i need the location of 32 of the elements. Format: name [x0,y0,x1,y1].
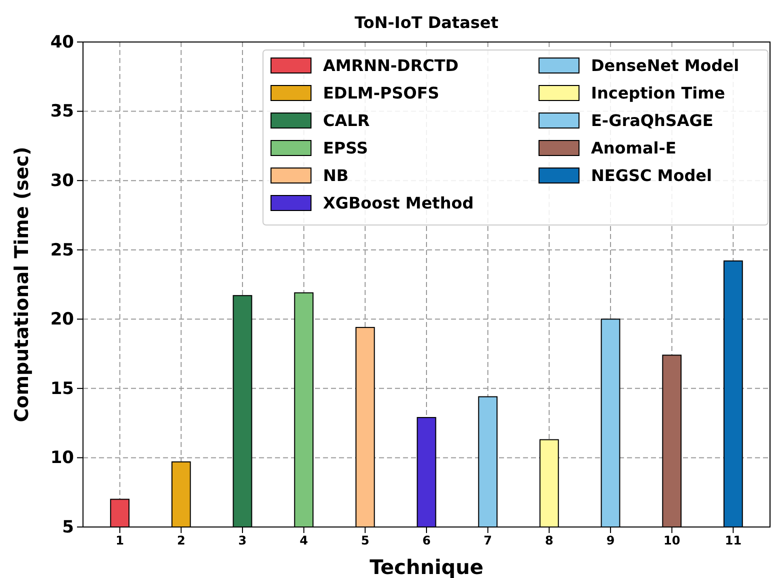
x-tick-label: 11 [724,534,742,548]
x-tick-label: 10 [664,534,680,548]
legend-label: NB [323,166,349,185]
y-tick-label: 15 [50,378,74,399]
legend-label: EDLM-PSOFS [323,84,440,102]
x-tick-label: 7 [484,534,492,548]
legend-label: E-GraQhSAGE [591,111,714,130]
legend-label: AMRNN-DRCTD [323,56,459,75]
legend-label: NEGSC Model [591,166,712,185]
x-tick-label: 1 [116,534,124,548]
x-tick-label: 9 [606,534,615,548]
y-tick-label: 35 [50,102,74,122]
x-tick-label: 5 [360,534,370,548]
legend-label: Inception Time [591,84,726,102]
y-tick-label: 20 [50,310,74,330]
y-tick-label: 40 [50,32,74,52]
x-tick-label: 4 [300,534,308,548]
y-axis-title: Computational Time (sec) [11,146,33,422]
y-tick-label: 25 [50,240,74,260]
legend-label: EPSS [323,138,368,158]
x-tick-label: 3 [238,534,247,548]
x-tick-label: 6 [422,534,431,548]
chart-title: ToN-IoT Dataset [354,13,499,32]
x-axis-title: Technique [370,555,484,578]
y-tick-label: 30 [50,171,74,192]
legend-label: CALR [323,111,370,130]
x-tick-label: 2 [176,534,186,548]
x-tick-label: 8 [545,534,554,548]
y-tick-label: 10 [50,448,74,468]
legend-label: Anomal-E [591,138,676,158]
legend-label: XGBoost Method [323,194,474,212]
legend-label: DenseNet Model [591,56,740,75]
